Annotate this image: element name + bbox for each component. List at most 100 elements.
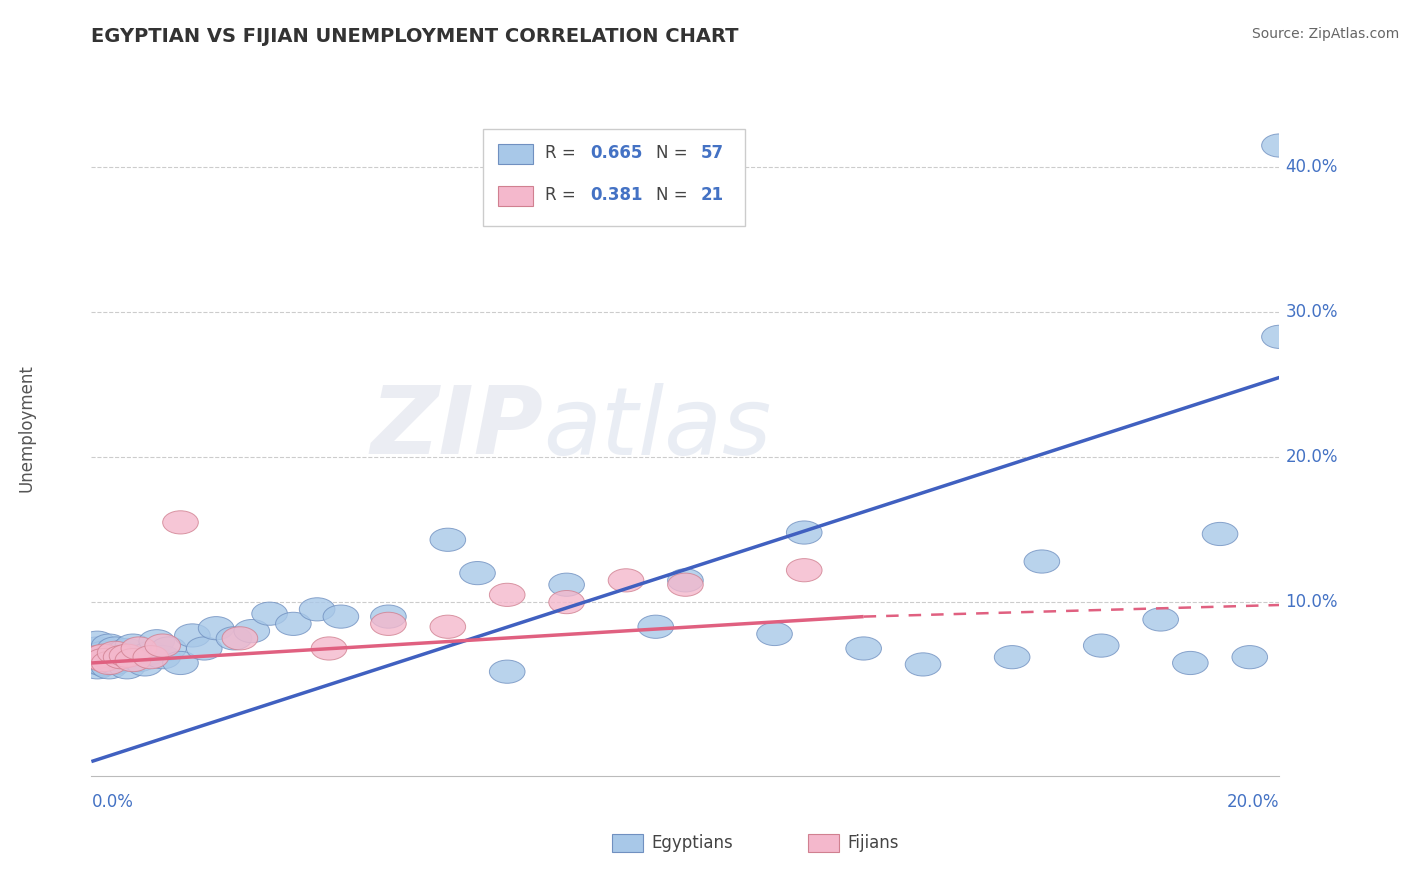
Ellipse shape	[91, 634, 127, 657]
Ellipse shape	[217, 627, 252, 650]
Ellipse shape	[905, 653, 941, 676]
Text: Source: ZipAtlas.com: Source: ZipAtlas.com	[1251, 27, 1399, 41]
Ellipse shape	[1084, 634, 1119, 657]
Ellipse shape	[668, 574, 703, 597]
Ellipse shape	[110, 656, 145, 679]
Ellipse shape	[174, 624, 211, 647]
Ellipse shape	[163, 511, 198, 534]
Ellipse shape	[1261, 134, 1298, 157]
Ellipse shape	[846, 637, 882, 660]
Ellipse shape	[460, 562, 495, 585]
Text: 30.0%: 30.0%	[1285, 303, 1339, 321]
Ellipse shape	[371, 605, 406, 628]
Ellipse shape	[548, 574, 585, 597]
Text: 0.381: 0.381	[591, 186, 643, 204]
Ellipse shape	[668, 569, 703, 592]
Text: 0.0%: 0.0%	[91, 794, 134, 812]
Ellipse shape	[115, 644, 150, 667]
Ellipse shape	[103, 641, 139, 665]
Text: Unemployment: Unemployment	[17, 364, 35, 492]
Ellipse shape	[134, 646, 169, 669]
Ellipse shape	[110, 644, 145, 667]
Text: 10.0%: 10.0%	[1285, 593, 1339, 611]
Text: 20.0%: 20.0%	[1227, 794, 1279, 812]
Ellipse shape	[994, 646, 1031, 669]
Ellipse shape	[187, 637, 222, 660]
Ellipse shape	[430, 615, 465, 639]
Ellipse shape	[163, 651, 198, 674]
Ellipse shape	[103, 646, 139, 669]
Text: EGYPTIAN VS FIJIAN UNEMPLOYMENT CORRELATION CHART: EGYPTIAN VS FIJIAN UNEMPLOYMENT CORRELAT…	[91, 27, 740, 45]
Text: N =: N =	[655, 145, 693, 162]
Ellipse shape	[1024, 549, 1060, 574]
Ellipse shape	[127, 653, 163, 676]
Ellipse shape	[145, 634, 180, 657]
Ellipse shape	[91, 651, 127, 674]
Ellipse shape	[1232, 646, 1268, 669]
Ellipse shape	[489, 583, 524, 607]
Ellipse shape	[86, 648, 121, 672]
Text: 40.0%: 40.0%	[1285, 158, 1337, 177]
Ellipse shape	[103, 648, 139, 672]
FancyBboxPatch shape	[498, 186, 533, 205]
Ellipse shape	[252, 602, 287, 625]
Ellipse shape	[80, 646, 115, 669]
Ellipse shape	[86, 653, 121, 676]
Ellipse shape	[86, 644, 121, 667]
Ellipse shape	[97, 651, 134, 674]
Ellipse shape	[609, 569, 644, 592]
Ellipse shape	[86, 648, 121, 672]
Text: R =: R =	[546, 145, 581, 162]
Ellipse shape	[233, 620, 270, 642]
FancyBboxPatch shape	[484, 129, 745, 227]
Ellipse shape	[311, 637, 347, 660]
Text: atlas: atlas	[543, 383, 770, 474]
Ellipse shape	[299, 598, 335, 621]
Ellipse shape	[786, 558, 823, 582]
Ellipse shape	[121, 648, 156, 672]
Text: Egyptians: Egyptians	[651, 834, 733, 852]
Ellipse shape	[222, 627, 257, 650]
Ellipse shape	[80, 656, 115, 679]
Ellipse shape	[489, 660, 524, 683]
Ellipse shape	[115, 634, 150, 657]
Ellipse shape	[786, 521, 823, 544]
Ellipse shape	[91, 648, 127, 672]
Text: Fijians: Fijians	[848, 834, 900, 852]
Ellipse shape	[86, 641, 121, 665]
Ellipse shape	[91, 656, 127, 679]
Ellipse shape	[80, 651, 115, 674]
Ellipse shape	[150, 637, 187, 660]
Ellipse shape	[1143, 608, 1178, 632]
Ellipse shape	[97, 637, 134, 660]
Ellipse shape	[548, 591, 585, 614]
Ellipse shape	[638, 615, 673, 639]
Ellipse shape	[97, 641, 134, 665]
Ellipse shape	[323, 605, 359, 628]
Text: 57: 57	[700, 145, 724, 162]
Ellipse shape	[97, 646, 134, 669]
FancyBboxPatch shape	[498, 145, 533, 164]
Ellipse shape	[371, 612, 406, 635]
Ellipse shape	[86, 644, 121, 667]
Ellipse shape	[80, 632, 115, 655]
Ellipse shape	[1261, 326, 1298, 349]
Ellipse shape	[134, 641, 169, 665]
Ellipse shape	[198, 616, 233, 640]
Ellipse shape	[276, 612, 311, 635]
Ellipse shape	[145, 646, 180, 669]
Ellipse shape	[115, 648, 150, 672]
Text: R =: R =	[546, 186, 581, 204]
Text: ZIP: ZIP	[370, 382, 543, 475]
Text: 0.665: 0.665	[591, 145, 643, 162]
Text: 20.0%: 20.0%	[1285, 448, 1339, 467]
Ellipse shape	[80, 637, 115, 660]
Ellipse shape	[756, 623, 793, 646]
Ellipse shape	[80, 646, 115, 669]
Ellipse shape	[430, 528, 465, 551]
Ellipse shape	[1202, 523, 1237, 546]
Ellipse shape	[1173, 651, 1208, 674]
Ellipse shape	[110, 639, 145, 662]
Ellipse shape	[121, 637, 156, 660]
Ellipse shape	[139, 630, 174, 653]
